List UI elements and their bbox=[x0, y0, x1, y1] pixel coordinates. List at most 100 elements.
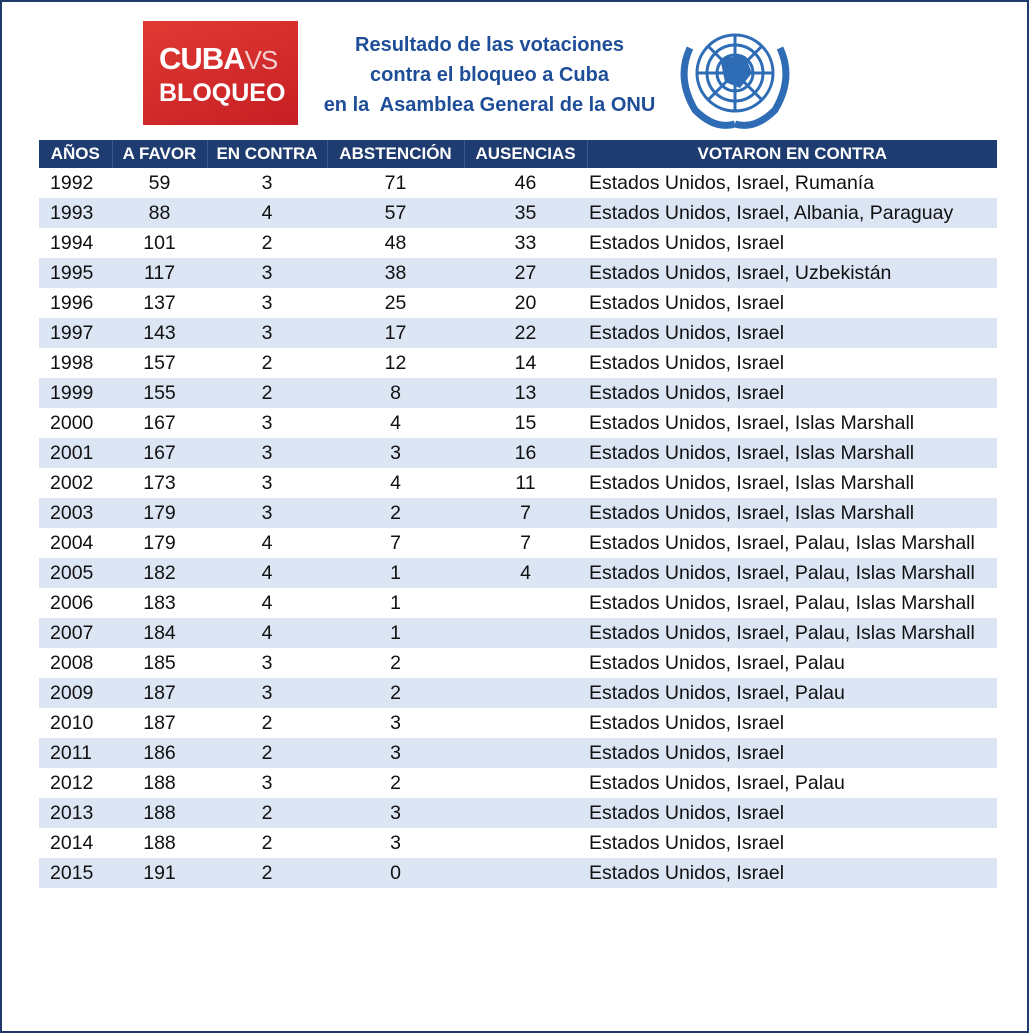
table-cell: 2 bbox=[327, 678, 464, 708]
table-cell: 1 bbox=[327, 618, 464, 648]
column-header: EN CONTRA bbox=[207, 140, 328, 168]
table-cell: 188 bbox=[112, 798, 207, 828]
table-cell: 2003 bbox=[39, 498, 112, 528]
table-row: 2015 191 2 0 Estados Unidos, Israel bbox=[39, 858, 997, 888]
table-cell: 184 bbox=[112, 618, 207, 648]
table-cell bbox=[464, 648, 587, 678]
table-cell: 3 bbox=[261, 412, 273, 434]
table-row: 1998 157 2 12 14 Estados Unidos, Israel bbox=[39, 348, 997, 378]
table-cell: 1997 bbox=[39, 318, 112, 348]
table-cell: 185 bbox=[143, 652, 176, 674]
table-row: 2004 179 4 7 7 Estados Unidos, Israel, Palau,… bbox=[39, 528, 997, 558]
table-cell: 3 bbox=[207, 498, 327, 528]
table-cell: Estados Unidos, Israel bbox=[589, 352, 785, 374]
table-cell: Estados Unidos, Israel bbox=[587, 858, 997, 888]
table-cell: 3 bbox=[390, 712, 401, 734]
table-cell: 2004 bbox=[50, 532, 94, 554]
table-cell: Estados Unidos, Israel, Islas Marshall bbox=[589, 412, 915, 434]
table-cell: Estados Unidos, Israel bbox=[587, 798, 997, 828]
votes-table: AÑOS A FAVOR EN CONTRA ABSTENCIÓN AUSENCIAS V… bbox=[39, 140, 997, 888]
table-cell: 48 bbox=[384, 232, 407, 254]
table-cell: 59 bbox=[148, 172, 171, 194]
table-cell: 4 bbox=[464, 558, 587, 588]
column-header: AUSENCIAS bbox=[464, 140, 588, 168]
table-cell: 15 bbox=[514, 412, 537, 434]
table-cell: 3 bbox=[261, 472, 273, 494]
table-row: 1992 59 3 71 46 Estados Unidos, Israel, Ruman… bbox=[39, 168, 997, 198]
table-cell: 2 bbox=[261, 232, 273, 254]
table-cell: 2 bbox=[327, 498, 464, 528]
table-cell: 25 bbox=[384, 292, 407, 314]
table-cell bbox=[464, 768, 587, 798]
table-cell: 2014 bbox=[50, 832, 94, 854]
table-cell: Estados Unidos, Israel, Palau, Islas Mar… bbox=[589, 592, 975, 614]
table-cell: 167 bbox=[112, 438, 207, 468]
table-cell: 1993 bbox=[39, 198, 112, 228]
table-cell: 186 bbox=[112, 738, 207, 768]
table-cell: 27 bbox=[464, 258, 587, 288]
table-row: 2010 187 2 3 Estados Unidos, Israel bbox=[39, 708, 997, 738]
table-cell: 2 bbox=[207, 738, 327, 768]
logo: CUBAVS BLOQUEO bbox=[143, 21, 298, 125]
table-cell: 38 bbox=[327, 258, 464, 288]
table-cell: 3 bbox=[327, 738, 464, 768]
table-cell: 3 bbox=[390, 832, 401, 854]
table-cell: 2012 bbox=[50, 772, 94, 794]
table-cell: Estados Unidos, Israel, Palau bbox=[589, 772, 845, 794]
logo-text: BLOQUEO bbox=[159, 79, 286, 107]
table-row: 1999 155 2 8 13 Estados Unidos, Israel bbox=[39, 378, 997, 408]
table-row: 2009 187 3 2 Estados Unidos, Israel, Palau bbox=[39, 678, 997, 708]
table-cell: 183 bbox=[143, 592, 176, 614]
table-cell: 4 bbox=[207, 198, 327, 228]
table-cell: 143 bbox=[112, 318, 207, 348]
column-header: VOTARON EN CONTRA bbox=[587, 140, 997, 168]
table-cell: 1 bbox=[327, 558, 464, 588]
logo-text: VS bbox=[244, 45, 279, 75]
table-cell: 3 bbox=[261, 652, 273, 674]
table-row: 2007 184 4 1 Estados Unidos, Israel, Palau, … bbox=[39, 618, 997, 648]
table-cell: 3 bbox=[207, 318, 327, 348]
table-cell: Estados Unidos, Israel, Uzbekistán bbox=[587, 258, 997, 288]
table-cell: 187 bbox=[112, 678, 207, 708]
table-cell: 1992 bbox=[50, 172, 94, 194]
table-cell: 17 bbox=[327, 318, 464, 348]
table-cell bbox=[464, 708, 587, 738]
table-cell: Estados Unidos, Israel bbox=[589, 232, 785, 254]
table-cell: 22 bbox=[464, 318, 587, 348]
table-cell bbox=[464, 588, 587, 618]
table-cell: 179 bbox=[143, 532, 176, 554]
table-cell: 182 bbox=[112, 558, 207, 588]
table-cell: Estados Unidos, Israel bbox=[587, 318, 997, 348]
table-cell: 101 bbox=[143, 232, 176, 254]
table-row: 1997 143 3 17 22 Estados Unidos, Israel bbox=[39, 318, 997, 348]
table-cell: 2015 bbox=[39, 858, 112, 888]
table-cell: 1 bbox=[390, 592, 401, 614]
table-cell: 167 bbox=[143, 412, 176, 434]
table-cell: 57 bbox=[327, 198, 464, 228]
table-cell: 0 bbox=[327, 858, 464, 888]
table-cell: 2005 bbox=[39, 558, 112, 588]
table-cell: 33 bbox=[514, 232, 537, 254]
table-cell: 4 bbox=[390, 472, 401, 494]
table-cell: Estados Unidos, Israel, Palau bbox=[587, 678, 997, 708]
table-cell: 191 bbox=[112, 858, 207, 888]
table-cell: 4 bbox=[207, 618, 327, 648]
table-cell: Estados Unidos, Israel, Albania, Paragua… bbox=[587, 198, 997, 228]
table-cell: 7 bbox=[520, 532, 531, 554]
table-row: 2002 173 3 4 11 Estados Unidos, Israel, Islas… bbox=[39, 468, 997, 498]
table-cell: 3 bbox=[207, 438, 327, 468]
table-cell bbox=[464, 618, 587, 648]
un-emblem bbox=[680, 33, 790, 129]
table-row: 1996 137 3 25 20 Estados Unidos, Israel bbox=[39, 288, 997, 318]
table-row: 2011 186 2 3 Estados Unidos, Israel bbox=[39, 738, 997, 768]
table-cell: 1998 bbox=[50, 352, 94, 374]
table-cell: 2002 bbox=[50, 472, 94, 494]
column-header: AÑOS bbox=[39, 140, 113, 168]
table-cell: 1995 bbox=[39, 258, 112, 288]
table-cell: 4 bbox=[261, 532, 273, 554]
title-line: contra el bloqueo a Cuba bbox=[370, 64, 609, 86]
table-cell: 3 bbox=[261, 772, 273, 794]
table-cell: 2008 bbox=[50, 652, 94, 674]
table-row: 1993 88 4 57 35 Estados Unidos, Israel, Alban… bbox=[39, 198, 997, 228]
